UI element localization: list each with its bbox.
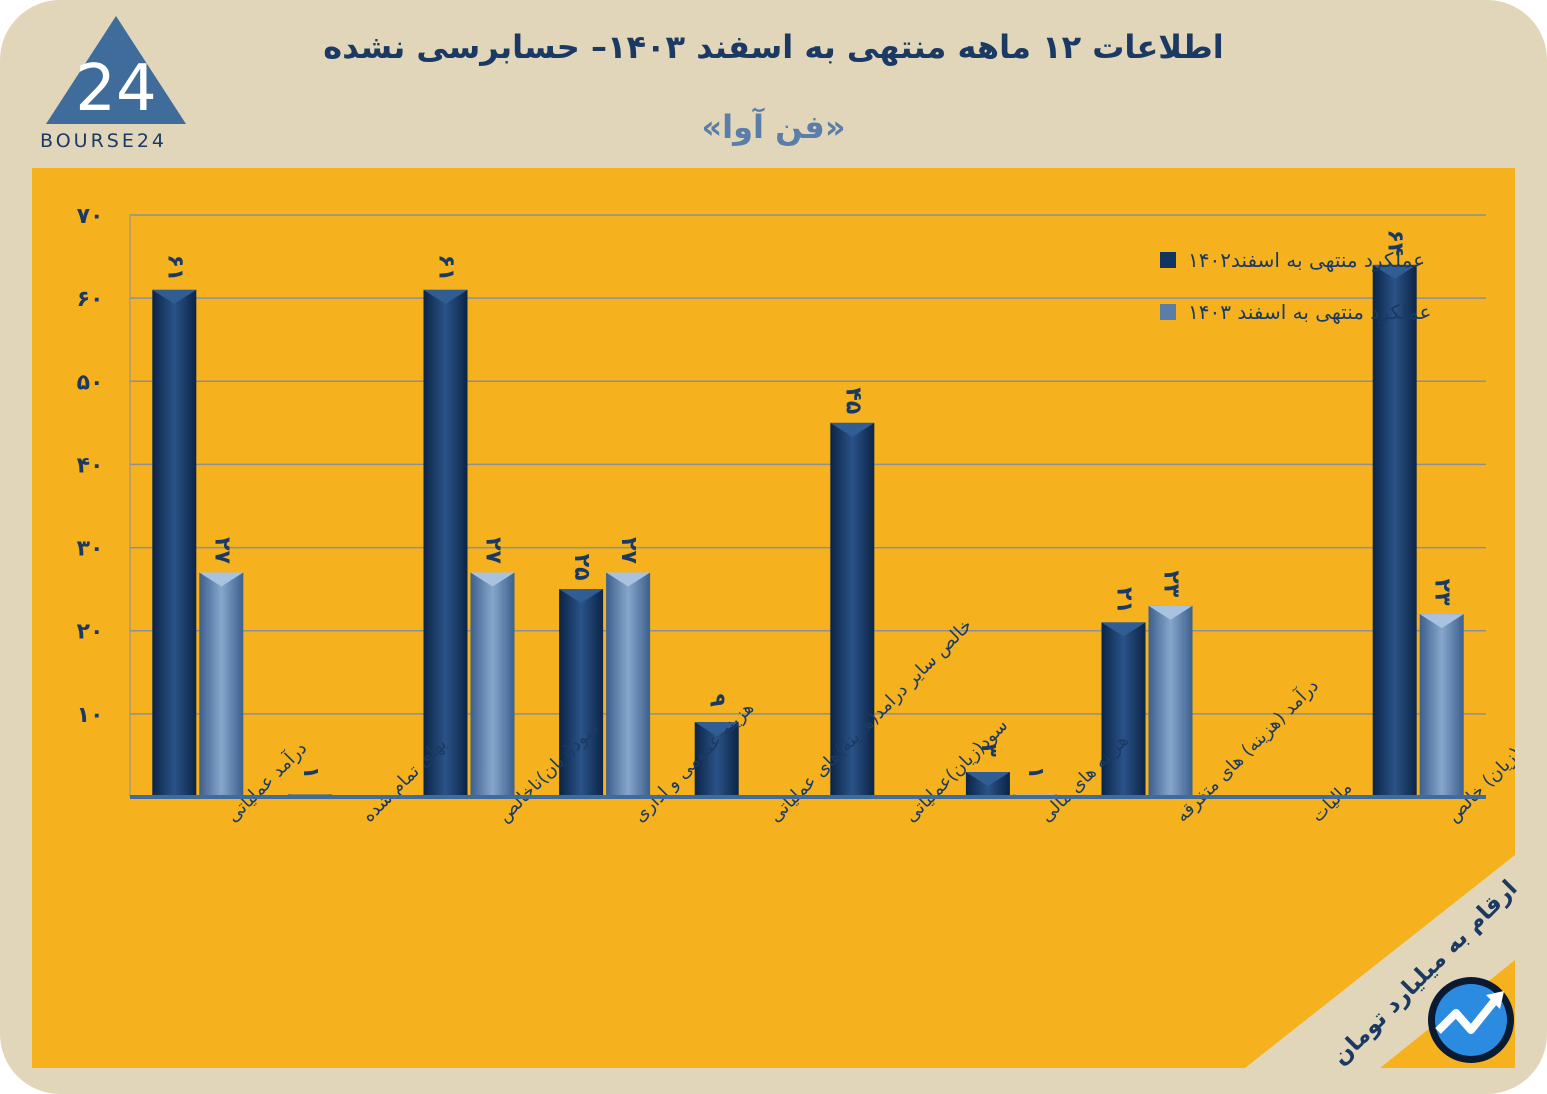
bar-cap	[1419, 614, 1464, 629]
legend-label-1402: عملکرد منتهی به اسفند۱۴۰۲	[1188, 248, 1426, 272]
data-label: ۲۷	[616, 537, 641, 564]
data-label: ۹	[705, 693, 730, 706]
bar-cap	[559, 589, 604, 604]
bar-cap	[470, 572, 515, 587]
data-label: ۳	[976, 743, 1001, 757]
bar-cap	[199, 572, 244, 587]
y-tick-label: ۲۰	[77, 620, 104, 645]
chart-legend: عملکرد منتهی به اسفند۱۴۰۲ عملکرد منتهی ب…	[1160, 246, 1431, 350]
page-title: اطلاعات ۱۲ ماهه منتهی به اسفند ۱۴۰۳– حسا…	[323, 28, 1224, 66]
bar-cap	[1148, 605, 1193, 620]
bar-cap	[694, 722, 739, 737]
bourse24-logo: 24	[46, 16, 186, 126]
legend-swatch-1402	[1160, 252, 1176, 268]
bar-series-0	[423, 289, 468, 797]
y-tick-label: ۳۰	[77, 537, 104, 562]
bar-cap	[1101, 622, 1146, 637]
chart-panel	[32, 168, 1515, 1068]
bar-series-0	[830, 422, 875, 797]
legend-swatch-1403	[1160, 304, 1176, 320]
data-label: ۲۳	[1430, 579, 1455, 606]
data-label: ۱	[1023, 766, 1048, 779]
logo-text: BOURSE24	[40, 130, 168, 152]
data-label: ۱	[298, 766, 323, 779]
legend-label-1403: عملکرد منتهی به اسفند ۱۴۰۳	[1188, 300, 1432, 324]
bar-series-1	[199, 572, 244, 797]
data-label: ۶۱	[434, 254, 459, 281]
data-label: ۲۳	[1159, 570, 1184, 597]
data-label: ۴۵	[840, 387, 865, 414]
y-tick-label: ۱۰	[77, 703, 104, 728]
bar-cap	[606, 572, 651, 587]
bar-series-1	[1148, 605, 1193, 797]
bar-series-0	[559, 589, 604, 797]
bar-chart: ۱۰ ۲۰ ۳۰ ۴۰ ۵۰ ۶۰ ۷۰ ۶۱ ۲۷ ۱ ۶۱ ۲۷ ۲۵ ۲۷ ۹ ۴۵ ۳ ۱ ۲۱ ۲۳ ۶۴ ۲…	[77, 204, 1515, 827]
svg-text:24: 24	[75, 52, 156, 126]
bar-series-1	[1419, 614, 1464, 797]
bar-cap	[830, 422, 875, 437]
data-label: ۲۱	[1112, 587, 1137, 614]
data-label: ۲۵	[569, 554, 594, 581]
legend-item-1402: عملکرد منتهی به اسفند۱۴۰۲	[1160, 246, 1431, 274]
y-tick-label: ۷۰	[77, 204, 104, 229]
trend-icon	[1428, 977, 1514, 1063]
data-label: ۲۷	[481, 537, 506, 564]
data-label: ۲۷	[209, 537, 234, 564]
data-label: ۶۴	[1383, 229, 1408, 256]
bar-cap	[1372, 264, 1417, 279]
y-tick-label: ۵۰	[77, 370, 104, 395]
bar-series-0	[1372, 264, 1417, 797]
bar-series-1	[470, 572, 515, 797]
bar-cap	[423, 289, 468, 304]
bar-cap	[152, 289, 197, 304]
bar-series-0	[152, 289, 197, 797]
bar-series-1	[606, 572, 651, 797]
bar-cap	[965, 772, 1010, 787]
y-tick-label: ۴۰	[77, 453, 104, 478]
y-tick-label: ۶۰	[77, 287, 104, 312]
bar-series-0	[1101, 622, 1146, 797]
company-name: «فن آوا»	[701, 108, 846, 146]
data-label: ۶۱	[162, 254, 187, 281]
legend-item-1403: عملکرد منتهی به اسفند ۱۴۰۳	[1160, 298, 1431, 326]
